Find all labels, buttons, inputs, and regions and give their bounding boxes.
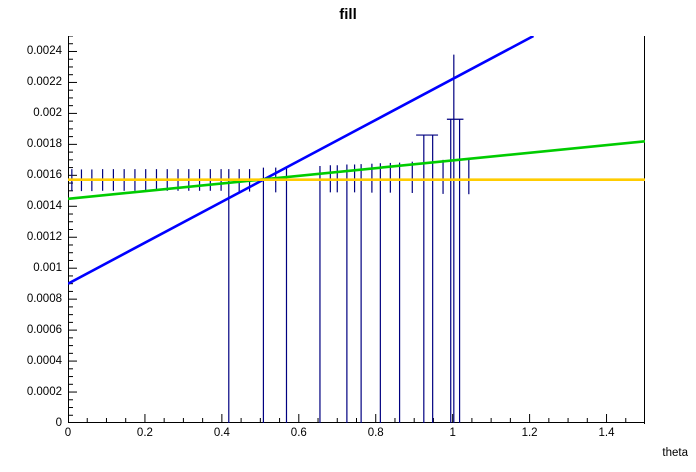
axis-ticks: [68, 36, 645, 423]
y-tick-label: 0.0014: [26, 200, 62, 213]
x-tick-label: 0.4: [213, 427, 230, 439]
plot-frame-right-edge: [644, 36, 645, 424]
fill-histogram: [71, 54, 470, 423]
x-tick-label: 0.8: [367, 427, 384, 439]
y-tick-label: 0.0018: [26, 138, 62, 151]
y-tick-label: 0: [55, 417, 62, 429]
y-tick-label: 0.0012: [26, 231, 62, 244]
y-tick-label: 0.002: [33, 107, 62, 120]
y-tick-label: 0.001: [33, 262, 62, 275]
y-tick-label-wrap: 0.0016: [0, 169, 62, 187]
y-tick-label-wrap: 0.0024: [0, 45, 62, 63]
y-tick-label-wrap: 0.0014: [0, 200, 62, 218]
x-axis-title: theta: [662, 447, 688, 459]
x-tick-label: 1: [449, 427, 456, 439]
y-tick-label: 0.0002: [26, 386, 62, 399]
green-line: [68, 139, 645, 201]
plot-area: [68, 36, 645, 423]
y-tick-label-wrap: 0.0004: [0, 355, 62, 373]
x-tick-label: 1.4: [598, 427, 615, 439]
y-tick-label: 0.0024: [26, 45, 62, 58]
blue-line: [68, 36, 535, 285]
page-title: fill: [339, 6, 357, 23]
y-tick-label-wrap: 0.0012: [0, 231, 62, 249]
y-tick-label-wrap: 0.0002: [0, 386, 62, 404]
y-tick-label-wrap: 0: [0, 417, 62, 435]
y-tick-label-wrap: 0.001: [0, 262, 62, 280]
y-tick-label-wrap: 0.0022: [0, 76, 62, 94]
y-tick-label-wrap: 0.002: [0, 107, 62, 125]
x-tick-label: 0.6: [290, 427, 307, 439]
y-tick-label-wrap: 0.0008: [0, 293, 62, 311]
y-tick-label: 0.0006: [26, 324, 62, 337]
y-tick-label-wrap: 0.0018: [0, 138, 62, 156]
y-tick-label-wrap: 0.0006: [0, 324, 62, 342]
y-tick-label: 0.0008: [26, 293, 62, 306]
x-tick-label: 0: [64, 427, 72, 439]
y-tick-label: 0.0016: [26, 169, 62, 182]
y-tick-label: 0.0004: [26, 355, 62, 368]
x-tick-label: 0.2: [136, 427, 153, 439]
x-tick-label: 1.2: [521, 427, 538, 439]
y-tick-label: 0.0022: [26, 76, 62, 89]
